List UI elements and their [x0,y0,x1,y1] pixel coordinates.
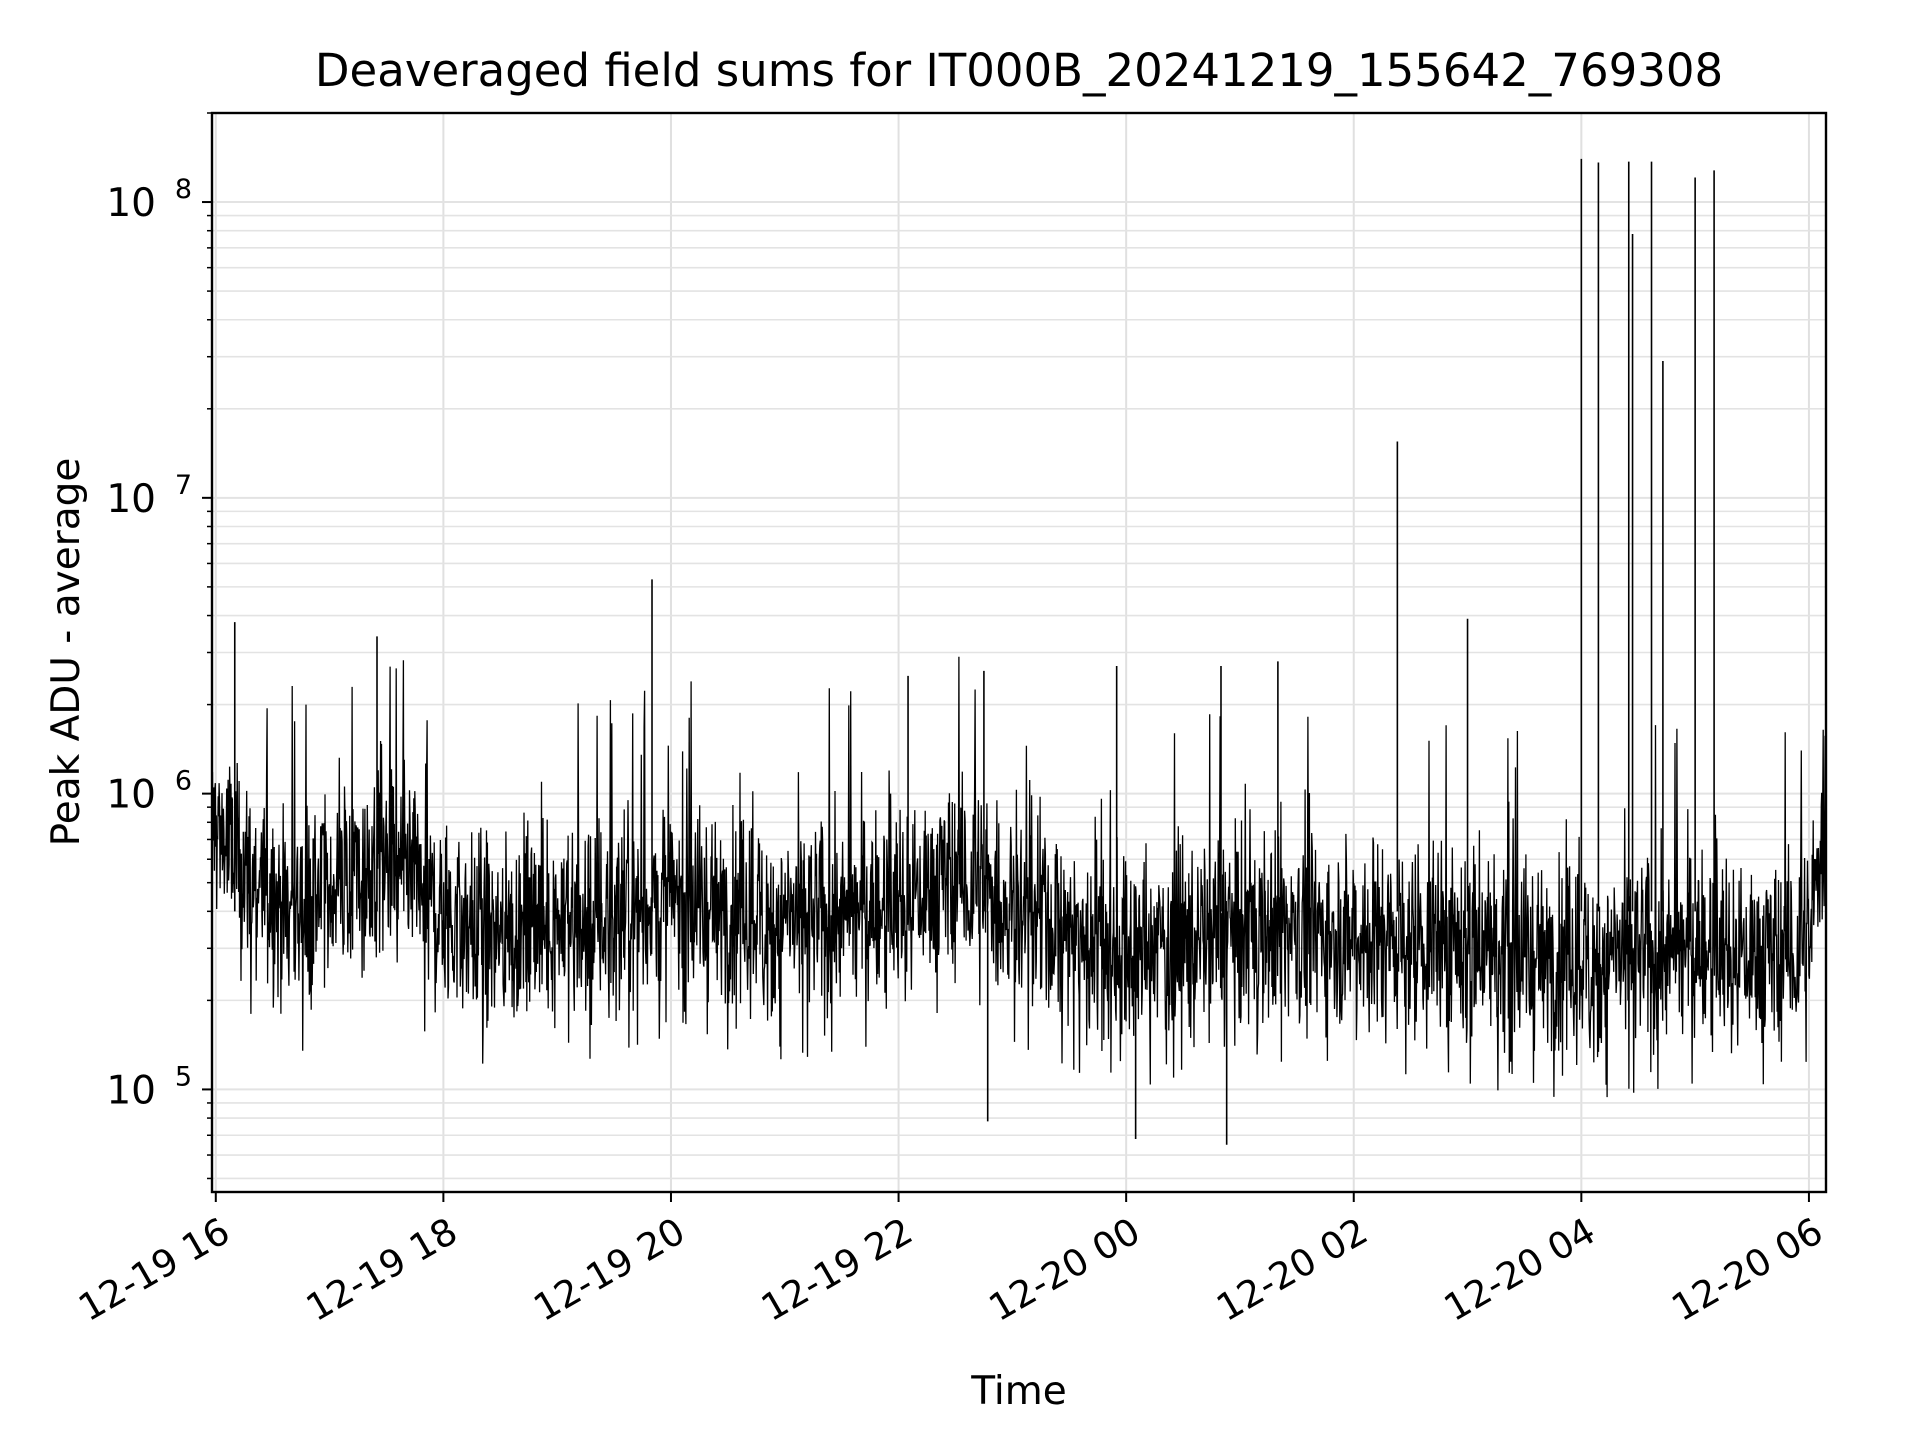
series-line [211,656,1827,1098]
y-tick-label: 10 [106,181,156,226]
data-layer [211,158,1827,1145]
x-axis-label: Time [970,1369,1066,1414]
y-tick-exponent: 5 [175,1061,192,1092]
grid [212,112,1826,1192]
y-axis: 10 5 10 6 10 7 10 8 [106,112,212,1180]
y-tick-exponent: 8 [175,174,192,205]
y-tick-label: 10 [106,477,156,522]
y-axis-label: Peak ADU - average [44,458,89,847]
chart-title: Deaveraged field sums for IT000B_2024121… [315,44,1723,97]
y-tick-exponent: 7 [175,470,192,501]
y-tick-label: 10 [106,1068,156,1113]
y-tick-exponent: 6 [175,766,192,797]
y-tick-label: 10 [106,773,156,818]
